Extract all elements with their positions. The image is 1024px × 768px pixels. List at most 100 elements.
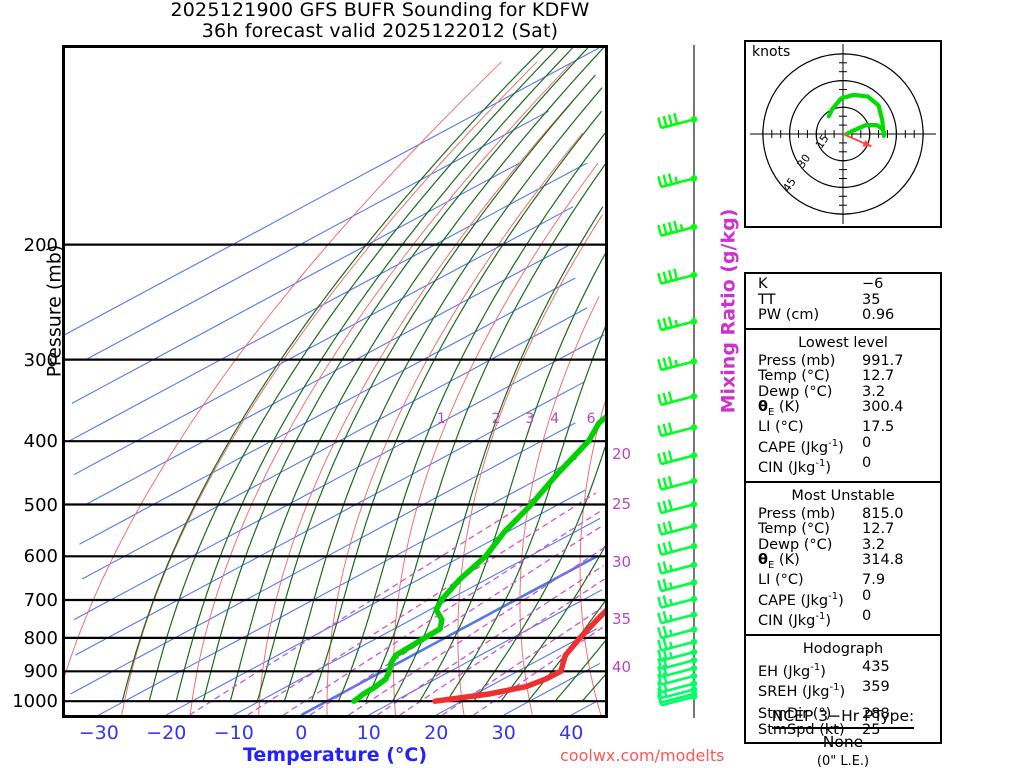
mixing-ratio-scale-label: 35: [612, 610, 632, 628]
lowest-level-title: Lowest level: [798, 334, 888, 351]
mixing-ratio-scale-label: 30: [612, 553, 632, 571]
dry-adiabat: [189, 61, 573, 715]
isotherm: [85, 244, 571, 505]
dry-adiabat: [121, 61, 538, 715]
dry-adiabat: [457, 214, 603, 715]
isotherm: [73, 334, 605, 621]
hodograph-stat-row: SREH (Jkg-1) 359: [746, 678, 940, 700]
row-label: CAPE (Jkg-1): [758, 437, 844, 456]
row-value: 314.8: [862, 552, 904, 569]
moist-adiabat: [419, 252, 605, 702]
dry-adiabat: [258, 99, 574, 715]
isotherm-zero: [300, 555, 598, 715]
wind-barb-column: [657, 45, 698, 718]
moist-adiabat: [446, 326, 605, 702]
pressure-tick-label: 700: [23, 589, 58, 611]
isotherm: [98, 457, 577, 715]
wind-barb: [657, 475, 698, 491]
row-value: 0: [862, 455, 872, 472]
temperature-trace: [432, 607, 605, 704]
mixing-ratio-scale-label: 20: [612, 445, 632, 463]
indices-top-section: K −6 TT 35 PW (cm) 0.96: [746, 274, 940, 328]
watermark: coolwx.com/modelts: [560, 746, 725, 765]
temperature-tick-label: 0: [295, 722, 308, 744]
row-value: 12.7: [862, 368, 895, 384]
mixing-ratio-line: [189, 492, 543, 715]
isotherm: [70, 422, 576, 695]
temperature-tick-label: 40: [559, 722, 584, 744]
wind-barb: [657, 693, 698, 707]
mixing-ratio-value-label: 6: [586, 411, 596, 428]
temperature-tick-label: 30: [491, 722, 516, 744]
moist-adiabat: [256, 74, 596, 702]
row-value: 288: [862, 706, 890, 723]
page-title: 2025121900 GFS BUFR Sounding for KDFW 36…: [0, 0, 760, 42]
row-value: 991.7: [862, 352, 904, 369]
wind-barb: [657, 499, 698, 515]
row-value: 25: [862, 721, 881, 738]
row-label: θE (K): [758, 552, 800, 571]
isotherm: [436, 628, 597, 715]
mixing-ratio-line: [348, 546, 605, 715]
hodograph-stats-section: Hodograph EH (Jkg-1) 435 SREH (Jkg-1) 359 St…: [746, 633, 940, 743]
most-unstable-title: Most Unstable: [791, 487, 895, 504]
row-label: Temp (°C): [758, 521, 830, 538]
row-value: −6: [862, 276, 884, 292]
wind-barb: [657, 672, 698, 686]
isotherm: [233, 517, 601, 715]
wind-barb: [657, 173, 698, 189]
pressure-tick-label: 1000: [12, 691, 58, 713]
pressure-tick-label: 900: [23, 661, 58, 683]
isotherm: [65, 48, 600, 336]
row-value: 0.96: [862, 307, 895, 323]
moist-adiabat: [148, 48, 559, 702]
isotherm: [503, 662, 601, 715]
wind-barb: [657, 520, 698, 536]
moist-adiabat: [581, 674, 605, 702]
row-value: 12.7: [862, 521, 895, 538]
pressure-tick-label: 300: [23, 349, 58, 371]
hodograph-trace: [826, 92, 886, 138]
wind-barb: [657, 680, 698, 694]
row-label: Press (mb): [758, 352, 836, 369]
row-label: CIN (Jkg-1): [758, 611, 832, 630]
isotherm: [81, 307, 588, 580]
isotherm: [73, 206, 574, 476]
most-unstable-row: θE (K) 314.8: [746, 552, 940, 573]
title-line-2: 36h forecast valid 2025122012 (Sat): [201, 20, 559, 42]
mixing-ratio-scale-label: 25: [612, 495, 632, 513]
most-unstable-row: CIN (Jkg-1) 0: [746, 608, 940, 630]
row-label: K: [758, 276, 768, 292]
row-label: Press (mb): [758, 505, 836, 522]
wind-barb: [657, 610, 698, 625]
row-label: StmSpd (kt): [758, 721, 845, 738]
title-line-1: 2025121900 GFS BUFR Sounding for KDFW: [170, 0, 590, 21]
pressure-tick-label: 800: [23, 627, 58, 649]
wind-barb: [657, 561, 698, 575]
wind-barb: [657, 391, 698, 407]
pressure-tick-label: 400: [23, 431, 58, 453]
row-value: 359: [862, 678, 890, 695]
row-value: 435: [862, 658, 890, 675]
isotherm: [71, 162, 520, 404]
moist-adiabat: [473, 445, 605, 702]
wind-barb: [657, 578, 698, 593]
row-label: StmDir (°): [758, 706, 832, 723]
mixing-ratio-line: [399, 578, 605, 715]
wind-barb: [657, 638, 698, 652]
isotherm: [571, 700, 598, 715]
index-row: K −6: [746, 276, 940, 293]
sounding-indices-panel: K −6 TT 35 PW (cm) 0.96 Lowest level Press (m…: [744, 272, 942, 745]
row-value: 7.9: [862, 572, 886, 589]
wind-barb: [657, 220, 698, 237]
row-label: EH (Jkg-1): [758, 661, 826, 680]
skewt-logp-diagram: [62, 45, 608, 718]
most-unstable-row: Press (mb) 815.0: [746, 505, 940, 523]
temperature-tick-label: −30: [78, 722, 119, 744]
row-value: 35: [862, 291, 881, 308]
wind-barb: [657, 450, 698, 466]
isotherm: [166, 489, 586, 715]
moist-adiabat: [175, 48, 573, 702]
row-label: SREH (Jkg-1): [758, 681, 846, 700]
lowest-level-row: Temp (°C) 12.7: [746, 368, 940, 385]
